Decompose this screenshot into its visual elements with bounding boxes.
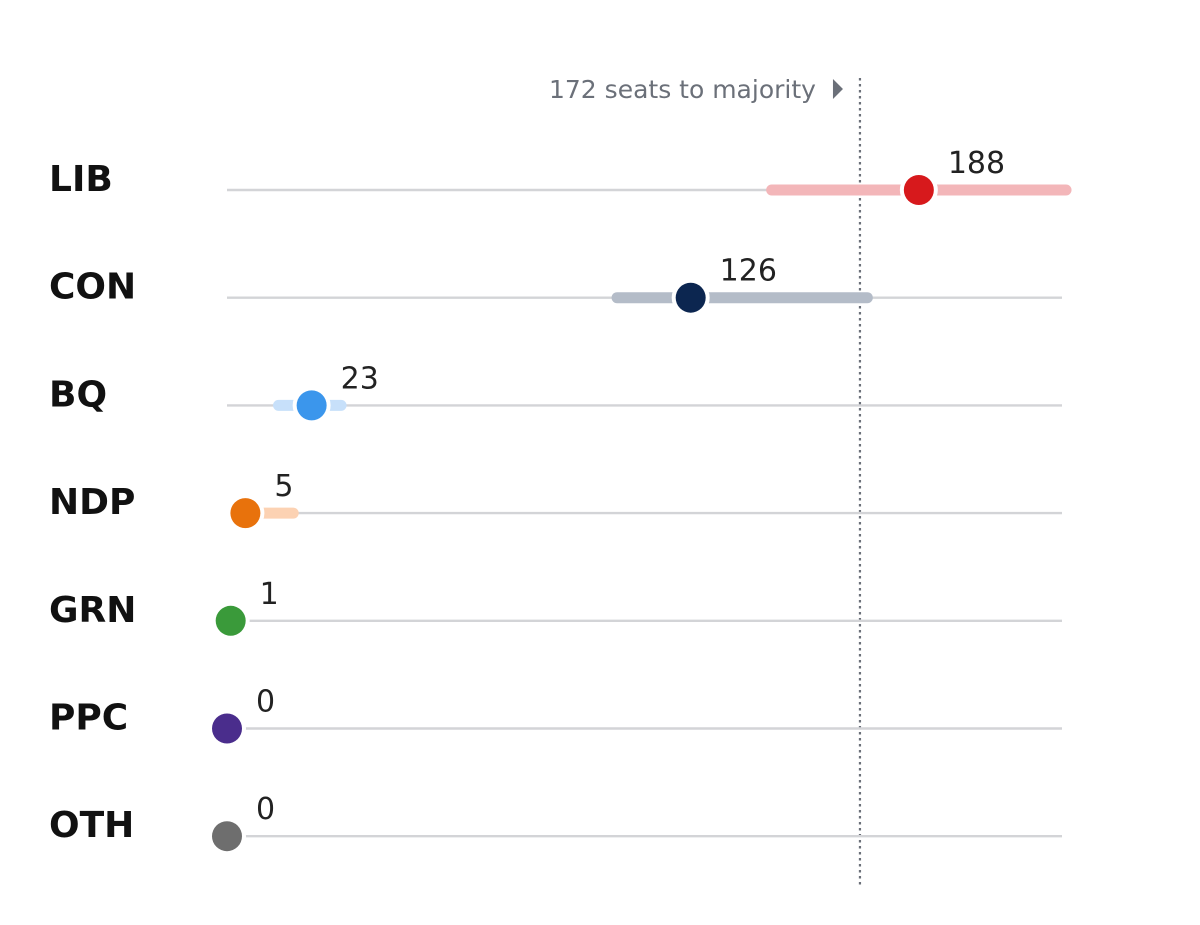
party-label: PPC [49,698,128,739]
party-label: OTH [49,805,134,846]
projection-point [675,282,706,313]
majority-marker: 172 seats to majority [549,75,862,888]
party-row-ppc: PPC 0 [49,685,1062,748]
party-row-bq: BQ 23 [49,361,1062,425]
party-row-grn: GRN 1 [49,577,1062,640]
party-row-oth: OTH 0 [49,792,1062,856]
party-label: LIB [49,159,113,200]
party-row-con: CON 126 [49,254,1062,317]
projection-point [212,821,242,852]
majority-label: 172 seats to majority [549,75,816,104]
party-row-lib: LIB 188 [49,146,1072,209]
value-label: 188 [948,146,1005,181]
party-label: BQ [49,374,107,415]
projection-point [296,390,327,421]
value-label: 23 [341,361,379,396]
projection-point [903,175,934,205]
majority-arrow-icon [832,79,843,99]
value-label: 1 [260,577,279,612]
value-label: 126 [720,254,777,289]
value-label: 0 [256,685,275,720]
party-row-ndp: NDP 5 [49,469,1062,533]
party-rows: LIB 188 CON 126 BQ 23 NDP 5 GRN 1 PPC 0 OTH 0 [49,146,1072,856]
projection-point [212,713,242,744]
projection-point [230,498,261,529]
party-label: GRN [49,590,136,631]
value-label: 5 [274,469,293,504]
projection-point [215,605,246,636]
party-label: NDP [49,482,135,523]
value-label: 0 [256,792,275,827]
party-label: CON [49,267,136,308]
